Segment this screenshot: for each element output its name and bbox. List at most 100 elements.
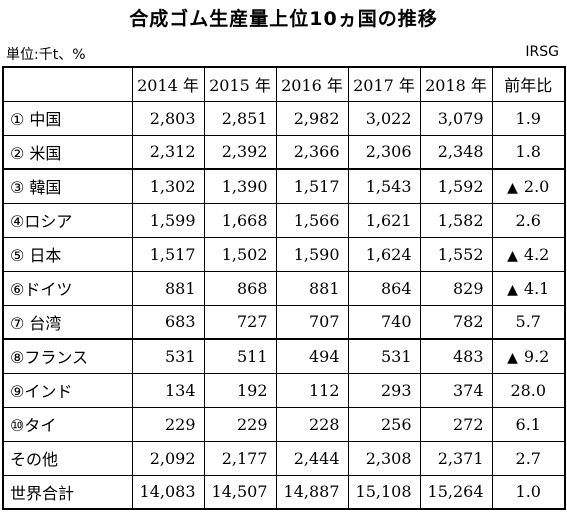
value-cell: 15,108: [347, 474, 421, 510]
value-cell: 864: [347, 270, 421, 306]
value-cell: 3,079: [419, 100, 493, 136]
change-value: 28.0: [510, 380, 547, 400]
value-cell: 228: [275, 406, 349, 442]
table-row: ⑤ 日本 1,517 1,502 1,590 1,624 1,552 ▲ 4.2: [2, 236, 566, 272]
value-cell: 707: [275, 304, 349, 340]
value-cell: 1,592: [419, 168, 493, 204]
value-cell: 531: [131, 338, 205, 374]
col-header-change: 前年比: [491, 66, 566, 102]
value-cell: 2,308: [347, 440, 421, 476]
value-cell: 2,392: [203, 134, 277, 170]
value-cell: 1,517: [275, 168, 349, 204]
production-table: 2014 年 2015 年 2016 年 2017 年 2018 年 前年比 ①…: [2, 66, 566, 510]
change-value: 9.2: [523, 346, 550, 366]
value-cell: 782: [419, 304, 493, 340]
value-cell: 1,502: [203, 236, 277, 272]
change-value: 4.1: [523, 278, 550, 298]
value-cell: 1,624: [347, 236, 421, 272]
value-cell: 1,621: [347, 202, 421, 238]
value-cell: 531: [347, 338, 421, 374]
col-header-2016: 2016 年: [275, 66, 349, 102]
value-cell: 293: [347, 372, 421, 408]
country-name: ③ 韓国: [2, 168, 133, 204]
change-cell: ▲ 9.2: [491, 338, 566, 374]
table-row: ③ 韓国 1,302 1,390 1,517 1,543 1,592 ▲ 2.0: [2, 168, 566, 204]
value-cell: 2,092: [131, 440, 205, 476]
change-cell: 28.0: [491, 372, 566, 408]
change-value: 6.1: [515, 414, 541, 434]
change-cell: 6.1: [491, 406, 566, 442]
country-name: ⑧フランス: [2, 338, 133, 374]
value-cell: 1,552: [419, 236, 493, 272]
value-cell: 229: [203, 406, 277, 442]
change-cell: ▲ 4.2: [491, 236, 566, 272]
value-cell: 2,851: [203, 100, 277, 136]
value-cell: 881: [131, 270, 205, 306]
value-cell: 14,887: [275, 474, 349, 510]
change-cell: 2.7: [491, 440, 566, 476]
value-cell: 740: [347, 304, 421, 340]
value-cell: 494: [275, 338, 349, 374]
value-cell: 868: [203, 270, 277, 306]
table-row: ② 米国 2,312 2,392 2,366 2,306 2,348 1.8: [2, 134, 566, 170]
table-body: ① 中国 2,803 2,851 2,982 3,022 3,079 1.9 ② 米国 2,31…: [2, 100, 566, 510]
table-row: ④ロシア 1,599 1,668 1,566 1,621 1,582 2.6: [2, 202, 566, 238]
header-row: 2014 年 2015 年 2016 年 2017 年 2018 年 前年比: [2, 66, 566, 102]
change-cell: 1.8: [491, 134, 566, 170]
country-name: ⑥ドイツ: [2, 270, 133, 306]
table-row: ⑧フランス 531 511 494 531 483 ▲ 9.2: [2, 338, 566, 374]
value-cell: 2,312: [131, 134, 205, 170]
country-name: ⑤ 日本: [2, 236, 133, 272]
unit-label: 単位:千t、%: [6, 47, 86, 63]
value-cell: 2,982: [275, 100, 349, 136]
page-title: 合成ゴム生産量上位10ヵ国の推移: [129, 8, 438, 30]
table-row: その他 2,092 2,177 2,444 2,308 2,371 2.7: [2, 440, 566, 476]
change-value: 2.0: [523, 176, 550, 196]
change-cell: ▲ 2.0: [491, 168, 566, 204]
country-name: ④ロシア: [2, 202, 133, 238]
change-cell: 1.0: [491, 474, 566, 510]
change-value: 1.8: [515, 142, 541, 162]
change-value: 1.9: [515, 108, 541, 128]
change-cell: ▲ 4.1: [491, 270, 566, 306]
change-cell: 1.9: [491, 100, 566, 136]
value-cell: 14,083: [131, 474, 205, 510]
value-cell: 2,177: [203, 440, 277, 476]
col-header-2014: 2014 年: [131, 66, 205, 102]
country-name: ⑩タイ: [2, 406, 133, 442]
value-cell: 3,022: [347, 100, 421, 136]
value-cell: 134: [131, 372, 205, 408]
value-cell: 483: [419, 338, 493, 374]
value-cell: 683: [131, 304, 205, 340]
value-cell: 374: [419, 372, 493, 408]
table-row: ⑨インド 134 192 112 293 374 28.0: [2, 372, 566, 408]
value-cell: 14,507: [203, 474, 277, 510]
value-cell: 112: [275, 372, 349, 408]
change-value: 5.7: [515, 312, 541, 332]
change-value: 2.7: [515, 448, 541, 468]
value-cell: 1,668: [203, 202, 277, 238]
country-name: ① 中国: [2, 100, 133, 136]
value-cell: 229: [131, 406, 205, 442]
value-cell: 2,348: [419, 134, 493, 170]
table-row: ⑥ドイツ 881 868 881 864 829 ▲ 4.1: [2, 270, 566, 306]
country-name: ⑦ 台湾: [2, 304, 133, 340]
value-cell: 881: [275, 270, 349, 306]
value-cell: 192: [203, 372, 277, 408]
source-label: IRSG: [525, 44, 559, 60]
down-triangle-icon: ▲: [507, 179, 518, 196]
change-value: 4.2: [523, 244, 550, 264]
down-triangle-icon: ▲: [507, 281, 518, 298]
value-cell: 2,444: [275, 440, 349, 476]
change-value: 2.6: [515, 210, 541, 230]
value-cell: 1,302: [131, 168, 205, 204]
col-header-2017: 2017 年: [347, 66, 421, 102]
value-cell: 2,366: [275, 134, 349, 170]
value-cell: 1,566: [275, 202, 349, 238]
country-name: ⑨インド: [2, 372, 133, 408]
down-triangle-icon: ▲: [507, 349, 518, 366]
change-cell: 2.6: [491, 202, 566, 238]
value-cell: 1,543: [347, 168, 421, 204]
corner-cell: [2, 66, 133, 102]
value-cell: 2,306: [347, 134, 421, 170]
